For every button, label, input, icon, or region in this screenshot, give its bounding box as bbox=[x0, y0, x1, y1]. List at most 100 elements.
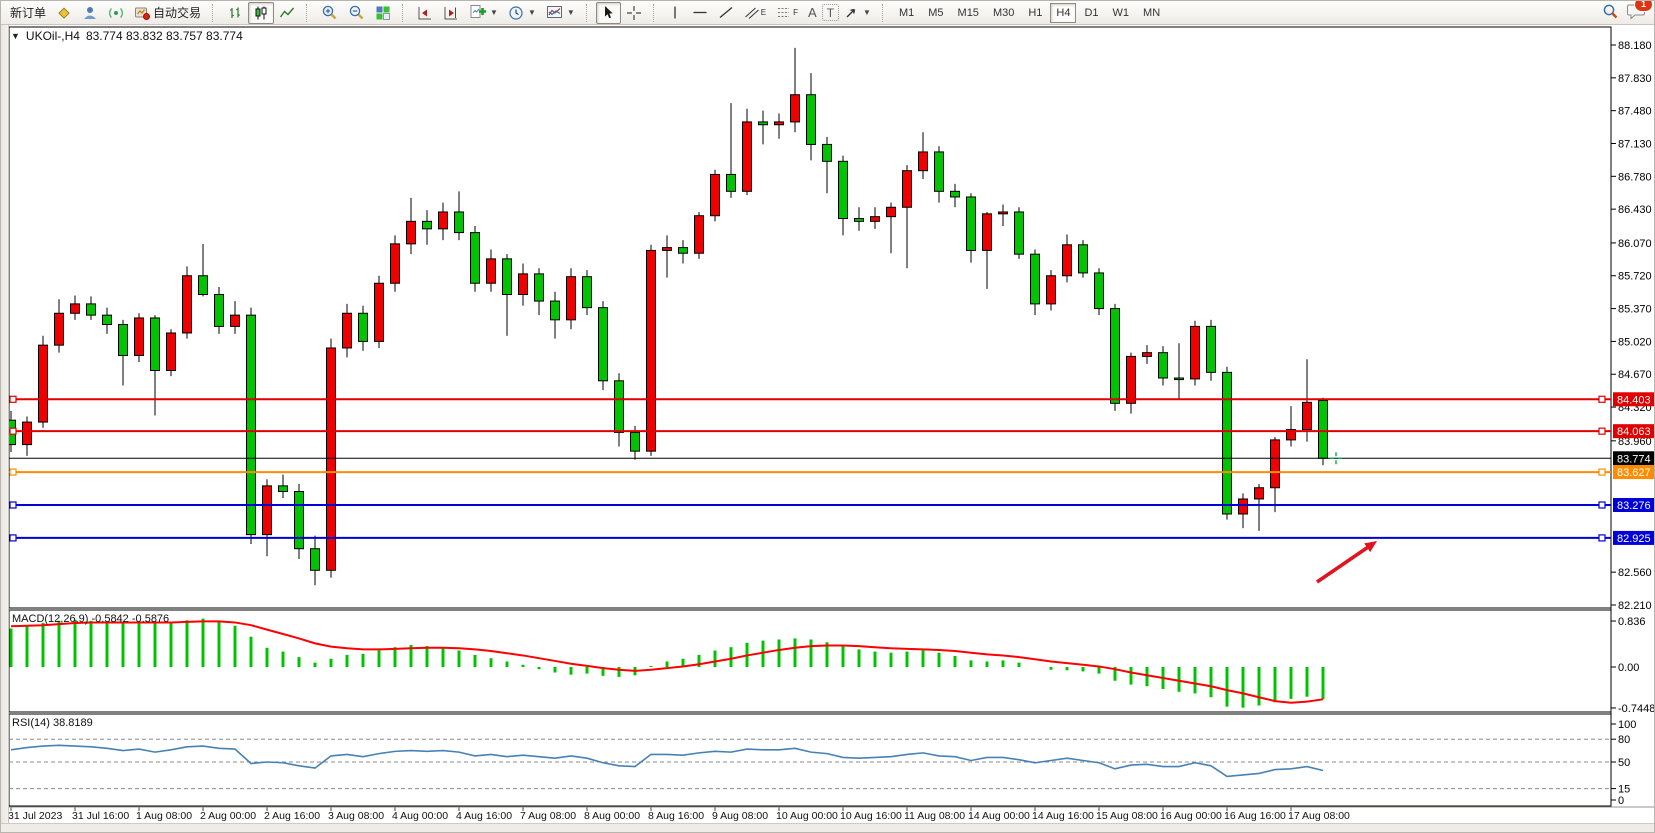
price-badge-82.925 bbox=[1613, 530, 1654, 545]
toolbar-separator bbox=[585, 3, 592, 22]
hline-handle[interactable] bbox=[1598, 395, 1606, 403]
svg-text:10 Aug 16:00: 10 Aug 16:00 bbox=[840, 810, 902, 822]
timeframe-button-M1[interactable]: M1 bbox=[898, 6, 915, 19]
candle bbox=[70, 303, 80, 314]
candle bbox=[422, 220, 432, 230]
candlestick-chart-icon[interactable] bbox=[248, 1, 275, 24]
crosshair-icon[interactable] bbox=[621, 2, 647, 24]
candle bbox=[214, 294, 224, 327]
horizontal-line-icon[interactable] bbox=[687, 2, 713, 24]
candle bbox=[582, 276, 592, 309]
zoom-out-icon[interactable] bbox=[343, 2, 370, 24]
hline-handle[interactable] bbox=[9, 427, 17, 435]
toolbar-separator bbox=[881, 3, 888, 22]
svg-text:11 Aug 08:00: 11 Aug 08:00 bbox=[904, 810, 965, 822]
candle bbox=[1286, 429, 1296, 441]
auto-trading-button[interactable]: 自动交易 bbox=[129, 2, 206, 24]
arrow-annotation[interactable] bbox=[1315, 542, 1374, 584]
svg-text:8 Aug 00:00: 8 Aug 00:00 bbox=[584, 810, 640, 822]
candle bbox=[614, 380, 624, 433]
svg-text:2 Aug 16:00: 2 Aug 16:00 bbox=[264, 810, 320, 822]
candle bbox=[710, 173, 720, 217]
price-chart[interactable]: 88.180 87.830 87.480 87.130 86.780 86.430 86.0… bbox=[1, 25, 1655, 833]
add-indicator-icon[interactable]: ▼ bbox=[464, 2, 503, 24]
chart-template-icon[interactable]: ▼ bbox=[541, 2, 580, 24]
arrow-annotation-head[interactable] bbox=[1364, 541, 1377, 553]
candle bbox=[1110, 308, 1120, 404]
svg-text:14 Aug 00:00: 14 Aug 00:00 bbox=[968, 810, 1030, 822]
timeframe-button-M15[interactable]: M15 bbox=[957, 6, 979, 19]
candle bbox=[934, 151, 944, 192]
candle bbox=[198, 275, 208, 296]
candle bbox=[1078, 244, 1088, 274]
candle bbox=[38, 344, 48, 423]
chart-shift-icon[interactable] bbox=[438, 2, 464, 24]
line-chart-icon[interactable] bbox=[274, 2, 300, 24]
candle bbox=[998, 211, 1008, 215]
window-left-edge bbox=[1, 25, 9, 832]
market-watch-icon[interactable] bbox=[51, 2, 77, 24]
candle bbox=[662, 247, 672, 251]
hline-handle[interactable] bbox=[9, 534, 17, 542]
search-icon[interactable] bbox=[1602, 3, 1619, 23]
vertical-line-icon[interactable] bbox=[663, 2, 687, 24]
signals-icon[interactable] bbox=[103, 2, 129, 24]
period-clock-icon[interactable]: ▼ bbox=[503, 2, 541, 24]
macd-signal-line bbox=[10, 620, 1324, 704]
candle bbox=[54, 312, 64, 346]
fibonacci-icon[interactable]: F bbox=[771, 2, 803, 24]
channel-suffix-label: E bbox=[760, 8, 767, 17]
panel-frame bbox=[8, 713, 1612, 807]
tile-windows-icon[interactable] bbox=[370, 2, 396, 24]
svg-text:86.780: 86.780 bbox=[1618, 171, 1652, 183]
timeframe-button-D1[interactable]: D1 bbox=[1084, 6, 1099, 19]
candle bbox=[1126, 355, 1136, 404]
timeframe-button-M5[interactable]: M5 bbox=[928, 6, 944, 19]
navigator-icon[interactable] bbox=[77, 2, 103, 24]
hline-handle[interactable] bbox=[9, 395, 17, 403]
svg-text:83.774: 83.774 bbox=[1617, 453, 1651, 465]
hline-handle[interactable] bbox=[1598, 534, 1606, 542]
svg-text:86.430: 86.430 bbox=[1618, 204, 1652, 216]
hline-handle[interactable] bbox=[9, 468, 17, 476]
svg-text:7 Aug 08:00: 7 Aug 08:00 bbox=[520, 810, 576, 822]
timeframe-switcher: M1 M5 M15 M30 H1 H4 D1 W1 MN bbox=[892, 2, 1167, 24]
candle bbox=[118, 324, 128, 356]
chat-icon[interactable]: 1 bbox=[1627, 1, 1653, 23]
bar-chart-icon[interactable] bbox=[222, 2, 248, 24]
candle bbox=[134, 317, 144, 356]
timeframe-button-H4[interactable]: H4 bbox=[1050, 2, 1077, 23]
hline-handle[interactable] bbox=[1598, 501, 1606, 509]
text-tool-icon[interactable]: A bbox=[808, 5, 817, 20]
trendline-icon[interactable] bbox=[713, 2, 739, 24]
new-order-button[interactable]: 新订单 bbox=[10, 6, 47, 20]
toolbar-separator bbox=[306, 3, 312, 22]
hline-handle[interactable] bbox=[9, 501, 17, 509]
text-label-icon[interactable]: T bbox=[821, 4, 840, 21]
hline-handle[interactable] bbox=[1598, 427, 1606, 435]
svg-text:83.960: 83.960 bbox=[1618, 436, 1652, 448]
chevron-down-icon: ▼ bbox=[863, 8, 871, 17]
chevron-down-icon: ▼ bbox=[527, 8, 536, 17]
svg-text:8 Aug 16:00: 8 Aug 16:00 bbox=[648, 810, 704, 822]
svg-text:87.830: 87.830 bbox=[1618, 73, 1652, 85]
timeframe-button-W1[interactable]: W1 bbox=[1112, 6, 1130, 19]
arrow-objects-icon[interactable]: ▼ bbox=[839, 2, 876, 24]
candle bbox=[966, 196, 976, 251]
rsi-axis: 100 80 50 150 bbox=[1611, 719, 1636, 807]
svg-text:85.020: 85.020 bbox=[1618, 336, 1652, 348]
auto-scroll-icon[interactable] bbox=[412, 2, 438, 24]
equidistant-channel-icon[interactable]: E bbox=[739, 2, 771, 24]
main-toolbar: 新订单 自动交易 bbox=[1, 1, 1654, 25]
zoom-in-icon[interactable] bbox=[316, 2, 343, 24]
one-click-trading-toggle[interactable]: ▼ bbox=[11, 31, 20, 41]
timeframe-button-MN[interactable]: MN bbox=[1143, 6, 1161, 19]
candle bbox=[518, 273, 528, 296]
timeframe-button-M30[interactable]: M30 bbox=[992, 6, 1015, 19]
hline-handle[interactable] bbox=[1598, 468, 1606, 476]
timeframe-button-H1[interactable]: H1 bbox=[1028, 6, 1043, 19]
macd-axis: 0.836 0.00 -0.7448 bbox=[1611, 616, 1654, 715]
chart-region: 88.180 87.830 87.480 87.130 86.780 86.430 86.0… bbox=[1, 25, 1655, 833]
cursor-icon[interactable] bbox=[595, 1, 621, 24]
svg-text:14 Aug 16:00: 14 Aug 16:00 bbox=[1032, 810, 1094, 822]
